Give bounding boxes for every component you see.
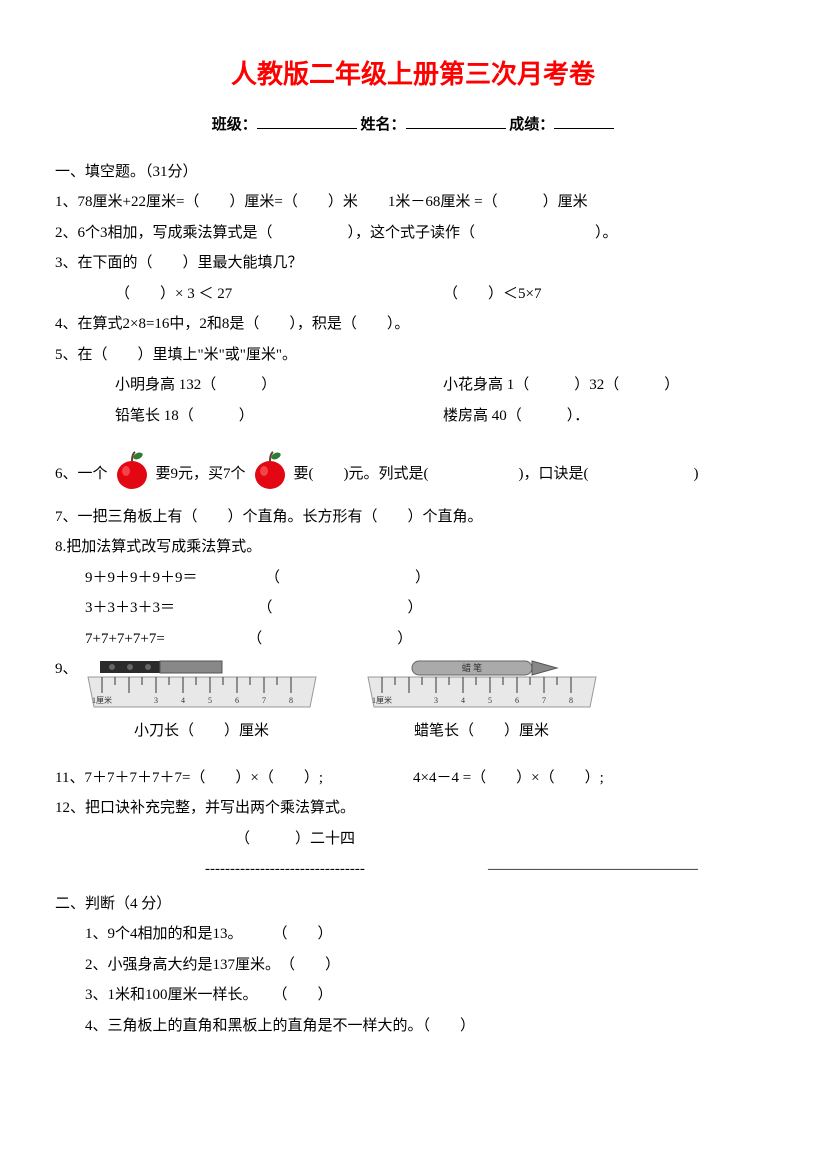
crayon-ruler: 蜡 笔 1厘米 3 4 5 6 7 8 蜡笔长（ ）厘米 xyxy=(362,659,602,746)
q9-crayon-text: 蜡笔长（ ）厘米 xyxy=(362,717,602,746)
svg-text:5: 5 xyxy=(488,696,492,705)
q1: 1、78厘米+22厘米=（ ）厘米=（ ）米 1米－68厘米 =（ ）厘米 xyxy=(55,188,771,217)
svg-text:8: 8 xyxy=(569,696,573,705)
q2: 2、6个3相加，写成乘法算式是（ ），这个式子读作（ ）。 xyxy=(55,219,771,248)
class-label: 班级： xyxy=(212,117,257,133)
svg-text:7: 7 xyxy=(262,696,266,705)
q4: 4、在算式2×8=16中，2和8是（ ），积是（ ）。 xyxy=(55,310,771,339)
section1-heading: 一、填空题。（31分） xyxy=(55,158,771,187)
q11b: 4×4－4 =（ ）×（ ）; xyxy=(413,764,771,793)
q7: 7、一把三角板上有（ ）个直角。长方形有（ ）个直角。 xyxy=(55,503,771,532)
section2-heading: 二、判断（4 分） xyxy=(55,890,771,919)
q6-p3: 要( )元。列式是( )，口诀是( ) xyxy=(294,460,699,489)
q6-p2: 要9元，买7个 xyxy=(156,460,246,489)
q6-p1: 6、一个 xyxy=(55,460,108,489)
q5b-left: 铅笔长 18（ ） xyxy=(55,402,443,431)
q5-row1: 小明身高 132（ ） 小花身高 1（ ）32（ ） xyxy=(55,371,771,400)
knife-ruler: 1厘米 3 4 5 6 7 8 小刀长（ ）厘米 xyxy=(82,659,322,746)
svg-text:蜡 笔: 蜡 笔 xyxy=(461,662,481,673)
s2-q2: 2、小强身高大约是137厘米。 （ ） xyxy=(55,951,771,980)
score-label: 成绩： xyxy=(509,117,554,133)
q8a: 9＋9＋9＋9＋9＝ （ ） xyxy=(55,564,771,593)
page-title: 人教版二年级上册第三次月考卷 xyxy=(55,50,771,99)
q3: 3、在下面的（ ）里最大能填几？ xyxy=(55,249,771,278)
q12-dashes: -------------------------------- ———————… xyxy=(55,855,771,884)
name-label: 姓名： xyxy=(360,117,405,133)
q12: 12、把口诀补充完整，并写出两个乘法算式。 xyxy=(55,794,771,823)
svg-text:7: 7 xyxy=(542,696,546,705)
q8: 8.把加法算式改写成乘法算式。 xyxy=(55,533,771,562)
svg-text:8: 8 xyxy=(289,696,293,705)
svg-text:6: 6 xyxy=(235,696,239,705)
q3b: （ ）＜5×7 xyxy=(443,280,771,309)
q9-knife-text: 小刀长（ ）厘米 xyxy=(82,717,322,746)
svg-text:5: 5 xyxy=(208,696,212,705)
svg-text:3: 3 xyxy=(434,696,438,705)
q5-row2: 铅笔长 18（ ） 楼房高 40（ ）． xyxy=(55,402,771,431)
s2-q3: 3、1米和100厘米一样长。 （ ） xyxy=(55,981,771,1010)
q12-dash1: -------------------------------- xyxy=(55,855,488,884)
svg-text:1厘米: 1厘米 xyxy=(92,695,112,705)
q5b-right: 楼房高 40（ ）． xyxy=(443,402,771,431)
q11: 11、7＋7＋7＋7＋7=（ ）×（ ）; 4×4－4 =（ ）×（ ）; xyxy=(55,764,771,793)
s2-q4: 4、三角板上的直角和黑板上的直角是不一样大的。（ ） xyxy=(55,1012,771,1041)
q6: 6、一个 要9元，买7个 要( )元。列式是( )，口诀是( ) xyxy=(55,448,771,501)
student-info-line: 班级： 姓名： 成绩： xyxy=(55,111,771,140)
s2-q1: 1、9个4相加的和是13。 （ ） xyxy=(55,920,771,949)
apple-icon xyxy=(250,448,290,501)
svg-text:3: 3 xyxy=(154,696,158,705)
q9-label: 9、 xyxy=(55,655,78,684)
name-field[interactable] xyxy=(406,111,506,129)
svg-text:4: 4 xyxy=(461,696,465,705)
q3-options: （ ）× 3 ＜ 27 （ ）＜5×7 xyxy=(55,280,771,309)
apple-icon xyxy=(112,448,152,501)
q8c: 7+7+7+7+7= （ ） xyxy=(55,625,771,654)
q12a: （ ）二十四 xyxy=(55,825,771,854)
q11a: 11、7＋7＋7＋7＋7=（ ）×（ ）; xyxy=(55,764,413,793)
svg-text:6: 6 xyxy=(515,696,519,705)
q8b: 3＋3＋3＋3＝ （ ） xyxy=(55,594,771,623)
q9: 9、 xyxy=(55,655,771,746)
class-field[interactable] xyxy=(257,111,357,129)
svg-text:1厘米: 1厘米 xyxy=(372,695,392,705)
q3a: （ ）× 3 ＜ 27 xyxy=(55,280,443,309)
q12-dash2: —————————————— xyxy=(488,855,771,884)
q5a-right: 小花身高 1（ ）32（ ） xyxy=(443,371,771,400)
q5: 5、在（ ）里填上"米"或"厘米"。 xyxy=(55,341,771,370)
q5a-left: 小明身高 132（ ） xyxy=(55,371,443,400)
svg-text:4: 4 xyxy=(181,696,185,705)
score-field[interactable] xyxy=(554,111,614,129)
